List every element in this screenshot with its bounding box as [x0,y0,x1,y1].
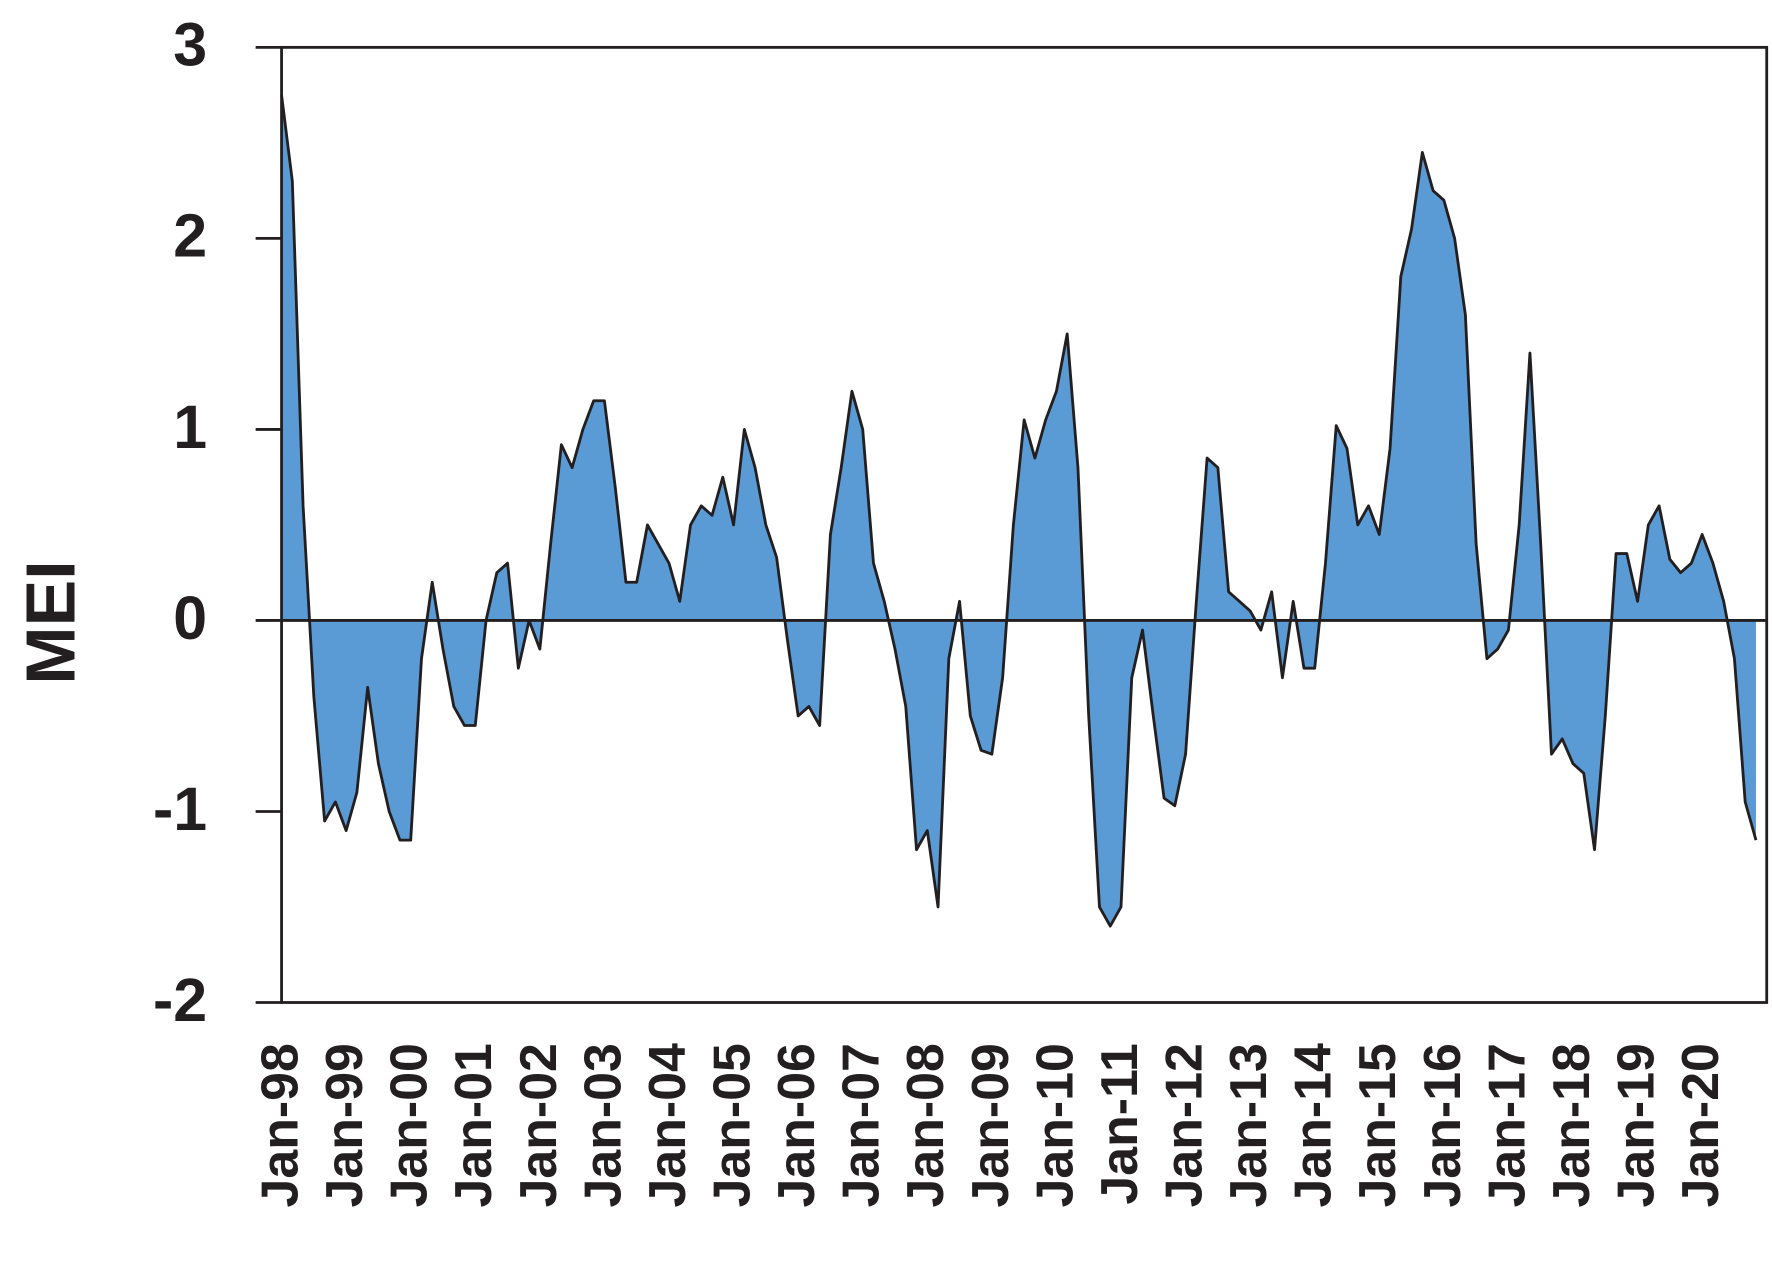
y-tick-label: -1 [153,775,207,843]
y-tick-label: 2 [173,202,207,270]
x-tick-label: Jan-13 [1219,1043,1277,1207]
x-tick-label: Jan-06 [767,1043,825,1207]
x-tick-label: Jan-20 [1671,1043,1729,1207]
y-tick-label: 3 [173,11,207,79]
x-tick-label: Jan-18 [1542,1043,1600,1207]
y-tick-label: 0 [173,584,207,652]
x-tick-label: Jan-15 [1348,1043,1406,1207]
x-tick-label: Jan-04 [638,1043,696,1207]
x-tick-label: Jan-12 [1155,1043,1213,1207]
x-tick-label: Jan-02 [509,1043,567,1207]
x-tick-label: Jan-19 [1607,1043,1665,1207]
x-tick-label: Jan-07 [832,1043,890,1207]
x-tick-label: Jan-17 [1477,1043,1535,1207]
x-tick-label: Jan-16 [1413,1043,1471,1207]
x-tick-label: Jan-11 [1090,1043,1148,1204]
x-tick-label: Jan-09 [961,1043,1019,1207]
x-tick-label: Jan-10 [1025,1043,1083,1207]
x-tick-label: Jan-08 [896,1043,954,1207]
x-tick-label: Jan-99 [315,1043,373,1207]
x-tick-label: Jan-03 [573,1043,631,1207]
x-tick-label: Jan-01 [444,1043,502,1207]
y-axis-label: MEI [11,560,89,684]
x-tick-label: Jan-00 [380,1043,438,1207]
x-tick-label: Jan-14 [1284,1043,1342,1207]
y-tick-label: -2 [153,966,207,1034]
plot-frame [280,45,1769,1004]
x-tick-label: Jan-98 [251,1043,309,1207]
x-tick-label: Jan-05 [703,1043,761,1207]
area [281,95,1756,927]
line [280,94,1758,928]
y-tick-label: 1 [173,393,207,461]
